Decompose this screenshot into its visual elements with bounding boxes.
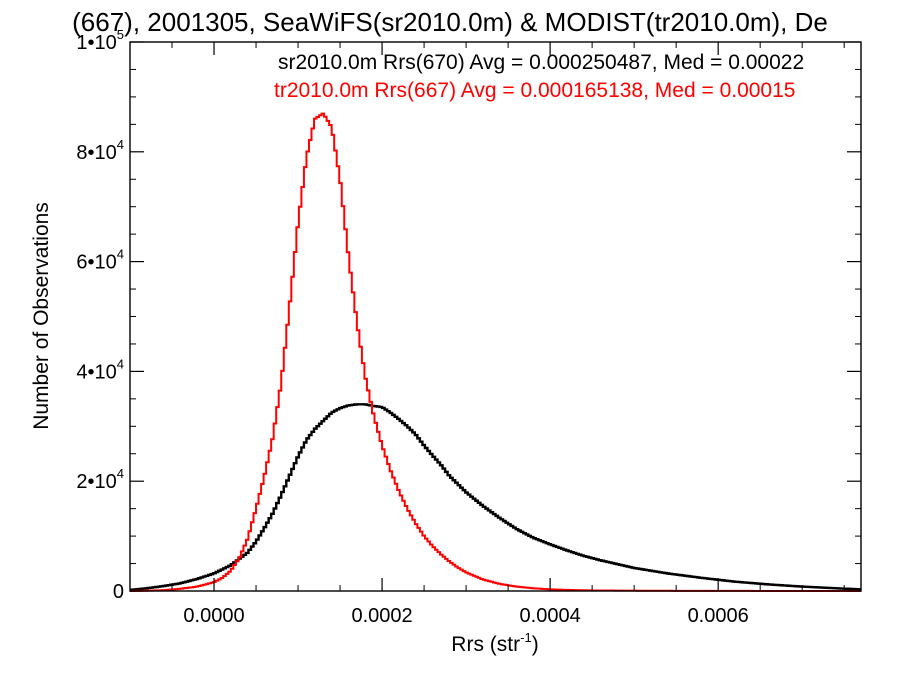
x-tick-label: 0.0000 bbox=[183, 605, 244, 627]
y-tick-label: 0 bbox=[113, 581, 124, 603]
series-line-0 bbox=[130, 403, 861, 591]
legend-entry-red: tr2010.0m Rrs(667) Avg = 0.000165138, Me… bbox=[274, 79, 795, 102]
x-tick-label: 0.0004 bbox=[520, 605, 581, 627]
series-line-1 bbox=[130, 112, 861, 592]
x-axis-label-text: Rrs (str bbox=[451, 633, 520, 656]
y-tick-label: 1•105 bbox=[76, 27, 124, 54]
legend-entry-black: sr2010.0m Rrs(670) Avg = 0.000250487, Me… bbox=[278, 51, 804, 74]
x-axis-label-superscript: -1 bbox=[520, 630, 532, 645]
x-axis-label-end: ) bbox=[532, 633, 539, 656]
x-tick-label: 0.0006 bbox=[688, 605, 749, 627]
y-tick-label: 8•104 bbox=[76, 137, 124, 164]
y-axis-label: Number of Observations bbox=[30, 202, 53, 430]
series-layer bbox=[130, 112, 861, 592]
x-tick-label: 0.0002 bbox=[351, 605, 412, 627]
y-tick-label: 2•104 bbox=[76, 466, 124, 493]
y-tick-label: 6•104 bbox=[76, 247, 124, 274]
y-tick-label: 4•104 bbox=[76, 356, 124, 383]
chart-title: (667), 2001305, SeaWiFS(sr2010.0m) & MOD… bbox=[72, 7, 828, 37]
plot-frame bbox=[129, 41, 862, 592]
axis-ticks: 0.0000 0.0002 0.0004 0.0006 0 2•104 4•104 6•104… bbox=[76, 27, 861, 627]
x-axis-label: Rrs (str-1) bbox=[451, 630, 538, 656]
